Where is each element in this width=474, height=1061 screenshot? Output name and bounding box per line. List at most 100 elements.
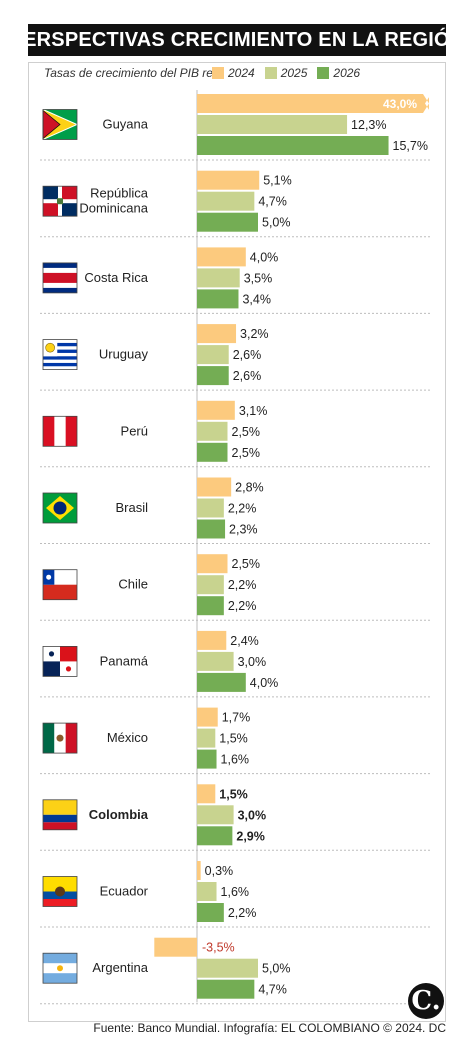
data-label: 5,0% — [262, 962, 291, 976]
category-group: Costa Rica 4,0% 3,5% 3,4% — [40, 247, 430, 314]
bar-2026 — [197, 442, 228, 462]
bar-2024 — [197, 400, 235, 420]
category-label: Brasil — [115, 500, 148, 515]
category-group: Guyana 43,0% 12,3% 15,7% — [40, 94, 431, 161]
legend-item-2024: 2024 — [212, 66, 255, 80]
category-label: Guyana — [102, 117, 148, 132]
data-label: 2,9% — [236, 829, 265, 843]
data-label: 1,5% — [219, 787, 248, 801]
data-label: 2,2% — [228, 906, 257, 920]
category-label: Ecuador — [100, 884, 149, 899]
data-label: 1,5% — [219, 732, 248, 746]
ecuador-flag-icon — [42, 876, 78, 907]
bar-2024 — [197, 247, 246, 267]
bar-2025 — [197, 498, 224, 518]
bar-2026 — [197, 289, 239, 309]
bar-2026 — [197, 366, 229, 386]
uruguay-flag-icon — [42, 339, 78, 371]
data-label: 2,6% — [233, 369, 262, 383]
peru-flag-icon — [42, 415, 78, 447]
legend-label-2025: 2025 — [280, 66, 308, 80]
bar-2025 — [197, 805, 234, 825]
data-label: 4,0% — [250, 250, 278, 264]
chart-subtitle: Tasas de crecimiento del PIB real — [44, 66, 223, 80]
bar-2024 — [197, 630, 227, 650]
bar-2026 — [197, 979, 255, 999]
argentina-flag-icon — [42, 952, 78, 984]
data-label: 12,3% — [351, 118, 386, 132]
panama-flag-icon — [42, 646, 78, 677]
legend: 2024 2025 2026 — [212, 66, 360, 80]
data-label: 0,3% — [205, 864, 234, 878]
category-label: Panamá — [100, 653, 149, 668]
data-label: 2,5% — [232, 425, 261, 439]
data-label: 2,3% — [229, 523, 258, 537]
data-label: 2,5% — [232, 557, 261, 571]
brazil-flag-icon — [42, 492, 78, 524]
legend-item-2025: 2025 — [264, 66, 308, 80]
category-group: Argentina -3,5% 5,0% 4,7% — [40, 937, 430, 1005]
category-label: Perú — [121, 423, 148, 438]
mexico-flag-icon — [42, 722, 78, 754]
legend-label-2024: 2024 — [228, 66, 255, 80]
category-group: Colombia 1,5% 3,0% 2,9% — [40, 784, 430, 851]
category-label: Costa Rica — [84, 270, 148, 285]
data-label: 1,7% — [222, 711, 251, 725]
source-note: Fuente: Banco Mundial. Infografía: EL CO… — [93, 1021, 446, 1035]
category-group: Panamá 2,4% 3,0% 4,0% — [40, 630, 430, 698]
category-group: República Dominicana 5,1% 4,7% 5,0% — [40, 170, 430, 238]
category-label: Argentina — [92, 960, 148, 975]
chile-flag-icon — [42, 569, 78, 601]
category-label: México — [107, 730, 148, 745]
legend-swatch-2025 — [264, 67, 277, 79]
bar-2026 — [197, 826, 233, 846]
bar-2025 — [197, 268, 240, 288]
bar-2024 — [197, 707, 218, 727]
legend-item-2026: 2026 — [317, 66, 360, 80]
data-label: 3,4% — [242, 292, 270, 306]
data-label: 3,2% — [240, 327, 268, 341]
category-group: Ecuador 0,3% 1,6% 2,2% — [40, 861, 430, 928]
category-group: Perú 3,1% 2,5% 2,5% — [40, 400, 430, 468]
data-label: 3,5% — [244, 271, 273, 285]
bar-2025 — [197, 958, 258, 978]
costa-rica-flag-icon — [42, 262, 78, 294]
bar-2024 — [197, 477, 232, 497]
dominican-republic-flag-icon — [42, 185, 78, 217]
bar-2024 — [197, 554, 228, 574]
el-colombiano-logo: C. — [408, 983, 444, 1019]
category-group: México 1,7% 1,5% 1,6% — [40, 707, 430, 775]
bar-2025 — [197, 345, 229, 365]
data-label: 3,0% — [238, 655, 267, 669]
legend-swatch-2026 — [317, 67, 330, 79]
bar-2024 — [197, 170, 260, 190]
legend-label-2026: 2026 — [333, 66, 361, 80]
chart-title: PERSPECTIVAS CRECIMIENTO EN LA REGIÓN — [9, 28, 465, 51]
legend-swatch-2024 — [212, 67, 224, 79]
bar-2025 — [197, 191, 255, 211]
guyana-flag-icon — [42, 108, 79, 141]
bar-2026 — [197, 672, 246, 692]
bar-2025 — [197, 575, 224, 595]
bar-2024 — [154, 937, 197, 957]
category-label: Uruguay — [99, 347, 149, 362]
bar-2025 — [197, 115, 348, 134]
bar-2024 — [197, 784, 216, 804]
data-label: 3,1% — [239, 404, 268, 418]
data-label: 1,6% — [221, 885, 250, 899]
bar-2024 — [197, 861, 201, 880]
bar-2024 — [197, 94, 429, 113]
data-label: 2,5% — [232, 446, 261, 460]
data-label: 15,7% — [393, 139, 428, 153]
bar-2025 — [197, 421, 228, 441]
category-label: Colombia — [89, 807, 149, 822]
data-label: 5,1% — [263, 174, 292, 188]
bar-break-marker — [423, 94, 431, 113]
colombia-flag-icon — [42, 799, 78, 831]
category-label: República Dominicana — [79, 186, 148, 216]
data-label: 5,0% — [262, 216, 291, 230]
logo-text: C. — [411, 986, 441, 1016]
bar-2025 — [197, 882, 217, 901]
data-label: 4,7% — [258, 195, 287, 209]
